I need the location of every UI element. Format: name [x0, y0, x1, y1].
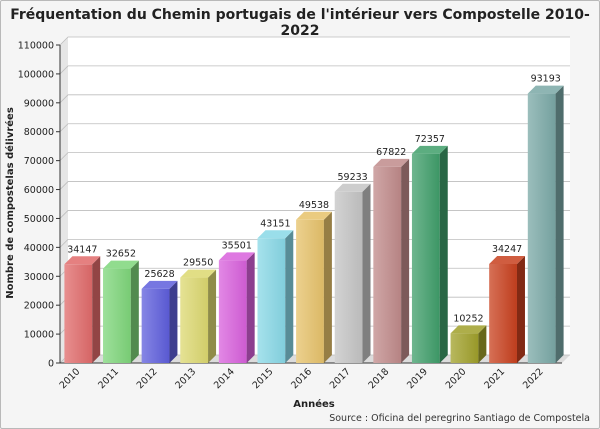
bar-2013 — [180, 277, 209, 363]
x-tick-label: 2015 — [251, 366, 276, 391]
bar-top-2011 — [103, 260, 139, 269]
data-label-2020: 10252 — [453, 313, 483, 324]
bar-side-2019 — [439, 145, 448, 363]
data-label-2014: 35501 — [222, 240, 252, 251]
data-label-2021: 34247 — [492, 244, 522, 255]
bar-top-2015 — [257, 230, 294, 239]
bar-top-2013 — [180, 269, 217, 278]
data-label-2018: 67822 — [376, 147, 406, 158]
bar-2017 — [334, 191, 363, 363]
x-tick-label: 2014 — [212, 366, 237, 391]
bar-2021 — [489, 263, 517, 363]
data-label-2011: 32652 — [106, 249, 136, 260]
bar-2022 — [527, 93, 556, 363]
data-label-2013: 29550 — [183, 258, 213, 269]
bar-top-2010 — [64, 256, 101, 265]
gridline — [59, 36, 570, 46]
data-label-2012: 25628 — [144, 269, 174, 280]
bar-top-2019 — [411, 145, 448, 154]
data-label-2010: 34147 — [67, 244, 97, 255]
y-tick-label: 100000 — [18, 69, 54, 80]
gridline — [59, 65, 570, 75]
bar-side-2018 — [401, 158, 410, 363]
bar-side-2015 — [285, 230, 294, 363]
bar-side-2020 — [478, 325, 487, 363]
bar-side-2017 — [362, 183, 371, 363]
bar-side-2011 — [130, 260, 139, 363]
x-tick-label: 2011 — [96, 366, 121, 391]
data-label-2022: 93193 — [531, 74, 561, 85]
x-tick-label: 2019 — [405, 366, 430, 391]
bar-2020 — [450, 333, 479, 363]
bar-side-2012 — [169, 280, 178, 363]
x-tick-label: 2017 — [328, 366, 353, 391]
bar-2016 — [296, 219, 324, 363]
bar-top-2018 — [373, 158, 410, 167]
y-tick-label: 80000 — [24, 127, 54, 138]
bar-2011 — [103, 268, 131, 363]
data-label-2016: 49538 — [299, 200, 329, 211]
x-tick-label: 2022 — [521, 366, 546, 391]
bar-side-2013 — [208, 269, 217, 363]
y-axis-label: Nombre de compostelas délivrées — [4, 107, 16, 299]
y-tick-label: 70000 — [24, 156, 54, 167]
bar-top-2014 — [218, 252, 255, 261]
gridline — [59, 152, 570, 161]
bar-side-2010 — [92, 256, 101, 363]
bar-top-2022 — [527, 85, 564, 94]
x-tick-label: 2016 — [289, 366, 314, 391]
bar-side-2021 — [516, 255, 525, 363]
bar-top-2016 — [296, 211, 332, 220]
bar-2019 — [411, 153, 440, 363]
bar-top-2012 — [141, 280, 178, 289]
x-axis-label: Années — [293, 398, 335, 410]
bar-2018 — [373, 166, 402, 363]
data-label-2017: 59233 — [337, 172, 367, 183]
bar-2014 — [218, 260, 247, 363]
x-tick-label: 2021 — [482, 366, 507, 391]
data-label-2019: 72357 — [415, 134, 445, 145]
bar-2012 — [141, 288, 170, 363]
bar-side-2022 — [555, 85, 564, 363]
y-tick-label: 10000 — [24, 330, 54, 341]
y-tick-label: 30000 — [24, 272, 54, 283]
x-tick-label: 2018 — [366, 366, 391, 391]
chart-title: Fréquentation du Chemin portugais de l'i… — [10, 7, 590, 39]
x-tick-label: 2010 — [58, 366, 83, 391]
data-label-2015: 43151 — [260, 218, 290, 229]
y-tick-label: 40000 — [24, 243, 54, 254]
y-tick-label: 90000 — [24, 98, 54, 109]
y-tick-label: 110000 — [18, 41, 54, 52]
bar-2010 — [64, 264, 93, 363]
source-note: Source : Oficina del peregrino Santiago … — [329, 413, 590, 424]
bar-side-2014 — [246, 252, 255, 363]
bar-side-2016 — [323, 211, 332, 363]
y-tick-label: 50000 — [24, 214, 54, 225]
y-tick-label: 60000 — [24, 185, 54, 196]
gridline — [59, 94, 570, 104]
x-tick-label: 2020 — [444, 366, 469, 391]
x-tick-label: 2012 — [135, 366, 160, 391]
y-tick-label: 20000 — [24, 301, 54, 312]
bar-top-2017 — [334, 183, 371, 192]
x-tick-label: 2013 — [173, 366, 198, 391]
bar-2015 — [257, 238, 286, 363]
gridline — [59, 123, 570, 133]
y-tick-label: 0 — [48, 359, 54, 370]
bar-top-2021 — [489, 255, 525, 264]
bar-top-2020 — [450, 325, 487, 334]
